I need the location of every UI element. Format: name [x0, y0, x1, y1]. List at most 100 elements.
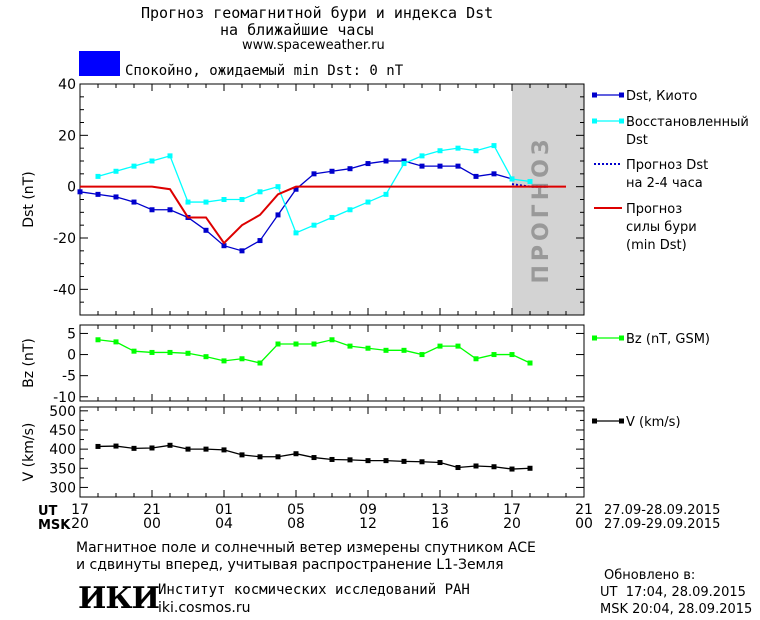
data-point [473, 148, 479, 154]
data-point [113, 168, 119, 174]
x-axis-msk-label: MSK [38, 518, 71, 533]
data-point [275, 341, 281, 347]
data-point [203, 446, 209, 452]
y-tick-label: 300 [49, 480, 76, 496]
legend-marker [592, 92, 597, 98]
series-line-dst-3 [80, 185, 566, 245]
panel-frame-bz [79, 324, 585, 402]
data-point [149, 207, 155, 213]
institute-url: iki.cosmos.ru [158, 600, 251, 616]
data-point [401, 161, 407, 167]
data-point [491, 352, 497, 358]
data-point [95, 173, 101, 179]
data-point [95, 443, 101, 449]
forecast-band [512, 84, 584, 315]
x-tick-label-msk: 08 [287, 516, 305, 532]
x-tick-label-ut: 09 [359, 502, 377, 518]
legend-marker [592, 418, 597, 424]
data-point [527, 179, 533, 185]
legend-marker [619, 335, 624, 341]
x-axis-ut-label: UT [38, 504, 58, 519]
data-point [473, 463, 479, 469]
y-axis-label-dst: Dst (nT) [21, 171, 37, 227]
forecast-band-label: ПРОГНОЗ [529, 135, 554, 283]
legend-label: Прогноз Dst [626, 158, 708, 173]
data-point [203, 227, 209, 233]
data-point [491, 143, 497, 149]
source-url: www.spaceweather.ru [242, 38, 385, 53]
x-tick-label-ut: 01 [215, 502, 233, 518]
data-point [401, 158, 407, 164]
legend-label: (min Dst) [626, 238, 687, 253]
data-point [401, 458, 407, 464]
data-point [383, 347, 389, 353]
x-tick-label-ut: 05 [287, 502, 305, 518]
x-tick-label-msk: 04 [215, 516, 233, 532]
legend-label: Dst, Киото [626, 89, 697, 104]
data-point [257, 360, 263, 366]
iki-logo: ИКИ [78, 581, 160, 616]
y-tick-label: 350 [49, 461, 76, 477]
data-point [167, 207, 173, 213]
data-point [185, 199, 191, 205]
data-point [275, 184, 281, 190]
data-point [131, 163, 137, 169]
data-point [203, 199, 209, 205]
data-point [275, 454, 281, 460]
data-point [311, 171, 317, 177]
data-point [239, 452, 245, 458]
panel-frame-dst [79, 83, 585, 316]
data-point [275, 212, 281, 218]
footer-note-line1: Магнитное поле и солнечный ветер измерен… [76, 540, 536, 556]
data-point [131, 348, 137, 354]
data-point [131, 199, 137, 205]
updated-msk: MSK 20:04, 28.09.2015 [600, 602, 753, 617]
legend-marker [619, 418, 624, 424]
y-tick-label: -40 [53, 282, 76, 298]
status-text: Спокойно, ожидаемый min Dst: 0 nT [125, 63, 404, 79]
x-tick-label-msk: 20 [503, 516, 521, 532]
data-point [257, 189, 263, 195]
data-point [527, 360, 533, 366]
data-point [437, 148, 443, 154]
legend-label: на 2-4 часа [626, 176, 703, 191]
data-point [113, 443, 119, 449]
data-point [401, 347, 407, 353]
data-point [437, 163, 443, 169]
data-point [473, 173, 479, 179]
legend-marker [592, 118, 597, 124]
data-point [473, 356, 479, 362]
data-point [221, 447, 227, 453]
legend-label: Dst [626, 133, 648, 148]
data-point [149, 349, 155, 355]
data-point [347, 207, 353, 213]
data-point [149, 445, 155, 451]
y-tick-label: 0 [67, 348, 76, 364]
x-tick-label-ut: 17 [71, 502, 89, 518]
y-tick-label: 400 [49, 442, 76, 458]
data-point [455, 163, 461, 169]
data-point [293, 451, 299, 457]
data-point [419, 153, 425, 159]
data-point [167, 442, 173, 448]
data-point [221, 197, 227, 202]
chart-title-line2: на ближайшие часы [220, 21, 374, 39]
data-point [383, 458, 389, 464]
y-tick-label: 20 [58, 128, 76, 144]
data-point [239, 248, 245, 254]
data-point [239, 197, 245, 202]
y-axis-label-bz: Bz (nT) [21, 338, 37, 388]
y-tick-label: 40 [58, 77, 76, 93]
data-point [311, 222, 317, 228]
chart-title-line1: Прогноз геомагнитной бури и индекса Dst [141, 4, 494, 22]
data-point [419, 163, 425, 169]
data-point [455, 465, 461, 471]
y-tick-label: 500 [49, 404, 76, 420]
y-tick-label: 450 [49, 423, 76, 439]
data-point [509, 466, 515, 472]
data-point [167, 349, 173, 355]
data-point [77, 189, 83, 195]
data-point [257, 454, 263, 460]
x-tick-label-msk: 20 [71, 516, 89, 532]
